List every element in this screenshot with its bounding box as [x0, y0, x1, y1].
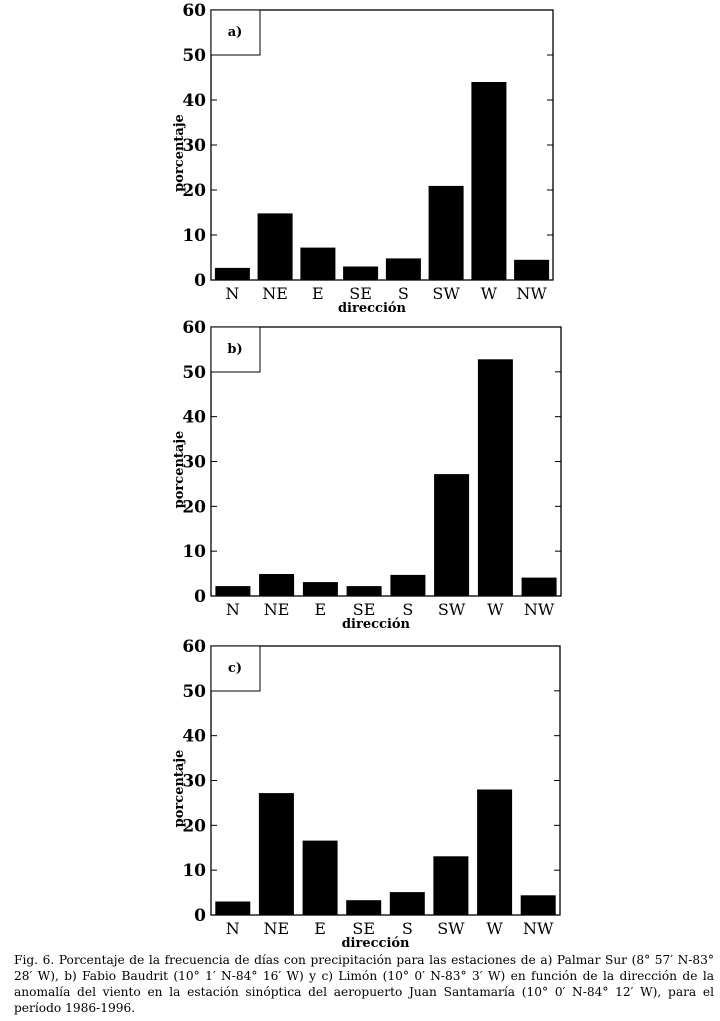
y-axis-title: porcentaje — [172, 114, 187, 192]
figure: 0 10 20 30 40 50 60 N NE E SE S SW W NW dirección porcen… — [172, 1, 562, 950]
x-tick-label: NW — [516, 284, 547, 303]
y-tick-label: 10 — [182, 226, 206, 246]
x-tick-label: NE — [262, 284, 288, 303]
y-tick-label: 50 — [182, 363, 206, 383]
chart-panel-2: 0 10 20 30 40 50 60 N NE E SE S SW W NW dirección porcen… — [172, 318, 562, 632]
x-tick-label: S — [402, 600, 413, 619]
bar-S — [385, 258, 421, 280]
panel-tag-box — [210, 645, 261, 692]
bar-NE — [257, 213, 293, 280]
bar-W — [471, 82, 507, 280]
bar-W — [477, 359, 513, 596]
bar-SE — [346, 586, 382, 596]
x-tick-label: NW — [523, 919, 554, 938]
x-tick-label: E — [314, 919, 326, 938]
bar-E — [300, 247, 336, 280]
x-tick-label: S — [398, 284, 409, 303]
panel-tag-label: c) — [228, 661, 242, 676]
x-tick-label: W — [487, 600, 504, 619]
y-tick-label: 10 — [182, 542, 206, 562]
y-tick-label: 0 — [194, 587, 206, 607]
x-axis-title: dirección — [338, 301, 407, 316]
x-tick-label: E — [312, 284, 324, 303]
y-tick-label: 40 — [182, 727, 206, 747]
y-tick-label: 30 — [182, 772, 206, 792]
y-tick-label: 60 — [182, 318, 206, 338]
x-tick-label: NW — [524, 600, 555, 619]
chart-panel-3: 0 10 20 30 40 50 60 N NE E SE S SW W NW dirección porcen… — [172, 637, 561, 950]
bar-SE — [343, 266, 379, 280]
x-tick-label: SE — [349, 284, 372, 303]
chart-panel-1: 0 10 20 30 40 50 60 N NE E SE S SW W NW dirección porcen… — [172, 1, 554, 316]
bar-NW — [514, 259, 550, 281]
y-tick-label: 40 — [182, 91, 206, 111]
x-tick-label: SE — [352, 919, 375, 938]
x-tick-label: SW — [432, 284, 460, 303]
bar-SW — [433, 856, 469, 915]
panel-tag-box — [210, 9, 261, 56]
x-tick-label: W — [481, 284, 498, 303]
x-tick-label: S — [402, 919, 413, 938]
bar-S — [390, 574, 426, 596]
x-tick-label: NE — [264, 600, 290, 619]
bar-NE — [259, 574, 295, 596]
bar-S — [389, 892, 425, 915]
bar-N — [215, 586, 251, 596]
bar-N — [215, 901, 251, 915]
x-tick-label: N — [226, 600, 240, 619]
bar-W — [477, 789, 513, 915]
figure-caption: Fig. 6. Porcentaje de la frecuencia de d… — [14, 953, 714, 1015]
panel-tag-label: b) — [227, 342, 242, 357]
bar-N — [214, 267, 250, 280]
x-tick-label: N — [225, 284, 239, 303]
y-tick-label: 60 — [182, 637, 206, 657]
y-tick-label: 20 — [182, 497, 206, 517]
bar-NW — [521, 577, 557, 596]
x-tick-label: N — [226, 919, 240, 938]
bar-SW — [434, 474, 470, 596]
x-tick-label: SE — [353, 600, 376, 619]
bar-SW — [428, 185, 464, 280]
x-tick-label: E — [315, 600, 327, 619]
y-axis-title: porcentaje — [172, 431, 187, 509]
y-tick-label: 60 — [182, 1, 206, 21]
x-tick-label: SW — [437, 919, 465, 938]
y-tick-label: 0 — [194, 906, 206, 926]
y-tick-label: 40 — [182, 408, 206, 428]
bar-NE — [258, 793, 294, 915]
x-axis-title: dirección — [342, 617, 411, 632]
y-tick-label: 30 — [182, 453, 206, 473]
x-axis-title: dirección — [341, 936, 410, 950]
panel-tag-box — [210, 326, 261, 373]
y-tick-label: 0 — [194, 271, 206, 291]
bar-SE — [346, 900, 382, 915]
bar-NW — [520, 895, 556, 915]
y-tick-label: 20 — [182, 816, 206, 836]
y-tick-label: 20 — [182, 181, 206, 201]
y-axis-title: porcentaje — [172, 750, 187, 828]
panel-tag-label: a) — [228, 25, 243, 40]
bar-E — [302, 840, 338, 915]
x-tick-label: W — [486, 919, 503, 938]
y-tick-label: 50 — [182, 46, 206, 66]
x-tick-label: SW — [438, 600, 466, 619]
y-tick-label: 30 — [182, 136, 206, 156]
x-tick-label: NE — [264, 919, 290, 938]
y-tick-label: 10 — [182, 861, 206, 881]
y-tick-label: 50 — [182, 682, 206, 702]
bar-E — [302, 582, 338, 596]
